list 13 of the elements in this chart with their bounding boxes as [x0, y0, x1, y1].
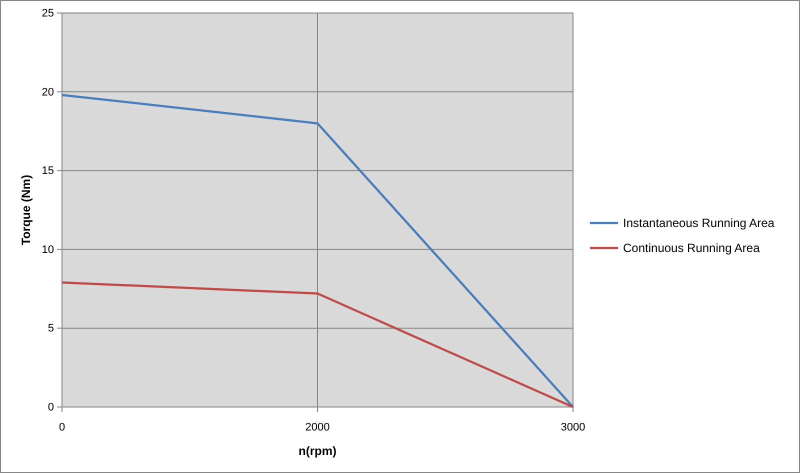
y-tick-label: 15: [42, 165, 54, 178]
legend-label: Instantaneous Running Area: [623, 216, 775, 230]
legend-label: Continuous Running Area: [623, 241, 760, 256]
x-tick-label: 3000: [560, 421, 586, 434]
y-tick-label: 5: [48, 322, 54, 335]
y-tick-label: 10: [42, 244, 54, 256]
y-tick-label: 20: [42, 86, 54, 98]
y-tick-label: 0: [48, 402, 54, 414]
x-axis-title: n(rpm): [298, 444, 336, 458]
x-tick-label: 0: [58, 421, 66, 434]
y-tick-label: 25: [42, 8, 54, 20]
y-axis-title: Torque (Nm): [19, 174, 33, 246]
x-tick-label: 2000: [305, 421, 330, 434]
